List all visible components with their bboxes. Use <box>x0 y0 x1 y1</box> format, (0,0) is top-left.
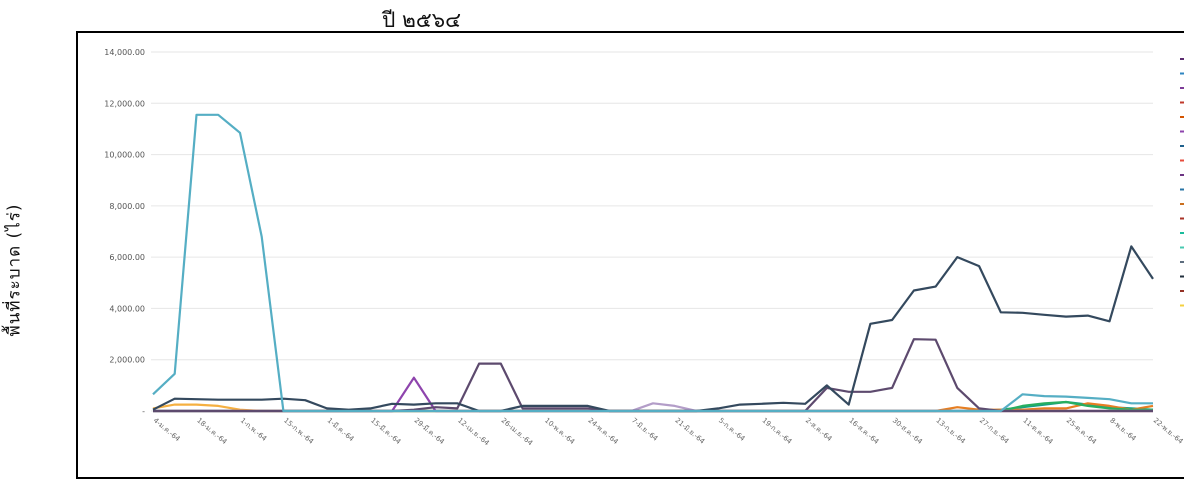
y-tick-label: 6,000.00 <box>109 253 145 262</box>
y-tick-label: 14,000.00 <box>104 48 145 57</box>
legend-marker <box>1180 203 1184 205</box>
page-title: ปี ๒๕๖๔ <box>382 8 461 32</box>
x-tick-label: 12-เม.ย.-64 <box>456 416 491 447</box>
x-tick-label: 16-ส.ค.-64 <box>847 416 880 446</box>
x-tick-label: 13-ก.ย.-64 <box>934 416 967 445</box>
x-tick-label: 15-มี.ค.-64 <box>369 416 403 446</box>
x-tick-label: 1-มี.ค.-64 <box>326 416 356 443</box>
x-tick-label: 27-ก.ย.-64 <box>978 416 1011 445</box>
x-tick-label: 10-พ.ค.-64 <box>543 416 577 446</box>
y-tick-label: - <box>142 407 145 416</box>
legend-marker <box>1180 188 1184 191</box>
x-tick-label: 11-ต.ค.-64 <box>1021 416 1055 446</box>
legend-marker <box>1180 159 1184 162</box>
y-tick-label: 8,000.00 <box>109 202 145 211</box>
x-tick-label: 18-ม.ค.-64 <box>195 416 229 446</box>
legend-marker <box>1180 87 1184 89</box>
chart-frame: 14,000.00 12,000.00 10,000.00 8,000.00 6,000… <box>76 31 1184 479</box>
series-line <box>152 245 1154 413</box>
x-tick-label: 21-มิ.ย.-64 <box>673 416 706 446</box>
y-tick-label: 2,000.00 <box>109 356 145 365</box>
x-tick-label: 5-ก.ค.-64 <box>717 416 747 443</box>
x-tick-label: 15-ก.พ.-64 <box>282 416 315 446</box>
line-chart: 14,000.00 12,000.00 10,000.00 8,000.00 6,000… <box>104 48 1184 448</box>
legend-marker <box>1180 72 1184 75</box>
x-tick-label: 1-ก.พ.-64 <box>239 416 269 443</box>
legend-marker <box>1180 246 1184 249</box>
legend-marker <box>1180 304 1184 307</box>
x-tick-label: 22-พ.ย.-64 <box>1152 416 1184 446</box>
legend-marker <box>1180 275 1184 278</box>
x-tick-label: 8-พ.ย.-64 <box>1108 416 1138 443</box>
x-tick-label: 24-พ.ค.-64 <box>586 416 620 446</box>
x-tick-label: 29-มี.ค.-64 <box>413 416 447 446</box>
legend-marker <box>1180 217 1184 220</box>
y-axis-label: พื้นที่ระบาด (ไร่) <box>4 203 25 337</box>
y-tick-label: 10,000.00 <box>104 151 145 160</box>
legend-marker <box>1180 58 1184 60</box>
series-line <box>153 376 1153 413</box>
x-tick-label: 4-ม.ค.-64 <box>152 416 182 443</box>
y-tick-label: 12,000.00 <box>104 99 145 108</box>
legend-marker <box>1180 232 1184 234</box>
series-line <box>152 113 1153 413</box>
legend-marker <box>1180 116 1184 118</box>
x-tick-label: 26-เม.ย.-64 <box>500 416 535 447</box>
x-tick-label: 30-ส.ค.-64 <box>891 416 924 446</box>
legend-marker <box>1180 174 1184 176</box>
legend-marker <box>1180 145 1184 147</box>
legend-marker <box>1180 261 1184 263</box>
x-tick-label: 7-มิ.ย.-64 <box>630 416 660 443</box>
legend-marker <box>1180 101 1184 104</box>
x-tick-label: 2-ส.ค.-64 <box>804 416 834 443</box>
legend-marker <box>1180 130 1184 133</box>
y-tick-label: 4,000.00 <box>109 304 145 313</box>
legend-marker <box>1180 290 1184 292</box>
x-tick-label: 19-ก.ค.-64 <box>760 416 793 446</box>
x-tick-label: 25-ต.ค.-64 <box>1065 416 1099 446</box>
